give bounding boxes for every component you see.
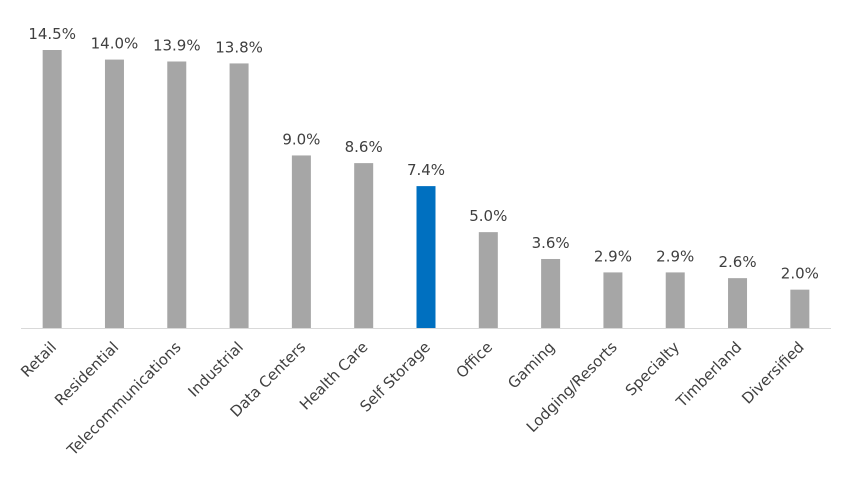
bar-timberland bbox=[728, 278, 748, 328]
value-label: 2.6% bbox=[718, 253, 756, 271]
value-label: 3.6% bbox=[532, 234, 570, 252]
value-label: 2.9% bbox=[656, 247, 694, 265]
category-label: Office bbox=[452, 338, 496, 382]
value-label: 14.5% bbox=[28, 25, 76, 43]
category-label: Timberland bbox=[672, 338, 745, 411]
bar-residential bbox=[104, 59, 124, 329]
bar-health-care bbox=[354, 163, 374, 328]
category-label: Specialty bbox=[622, 338, 683, 399]
bar-lodging-resorts bbox=[603, 272, 623, 328]
bar-diversified bbox=[790, 289, 810, 328]
bar-office bbox=[478, 232, 498, 328]
value-label: 2.9% bbox=[594, 247, 632, 265]
bar-self-storage bbox=[416, 186, 436, 328]
value-label: 5.0% bbox=[469, 207, 507, 225]
value-label: 2.0% bbox=[781, 265, 819, 283]
value-labels-layer: 14.5% 14.0% 13.9% 13.8% 9.0% 8.6% 7.4% 5.0% 3.6%… bbox=[28, 25, 819, 283]
bar-telecommunications bbox=[167, 61, 187, 328]
value-label: 8.6% bbox=[345, 138, 383, 156]
value-label: 13.8% bbox=[215, 38, 263, 56]
bar-gaming bbox=[541, 258, 561, 328]
value-label: 14.0% bbox=[91, 35, 139, 53]
category-label: Diversified bbox=[738, 338, 807, 407]
bars-layer bbox=[42, 50, 810, 329]
value-label: 9.0% bbox=[282, 130, 320, 148]
bar-data-centers bbox=[291, 155, 311, 328]
value-label: 13.9% bbox=[153, 37, 201, 55]
category-label: Telecommunications bbox=[63, 338, 185, 460]
bar-retail bbox=[42, 50, 62, 328]
bar-industrial bbox=[229, 63, 249, 329]
category-label: Industrial bbox=[184, 338, 246, 400]
value-label: 7.4% bbox=[407, 161, 445, 179]
bar-specialty bbox=[665, 272, 685, 328]
category-label: Gaming bbox=[504, 338, 558, 392]
category-label: Retail bbox=[17, 338, 60, 381]
